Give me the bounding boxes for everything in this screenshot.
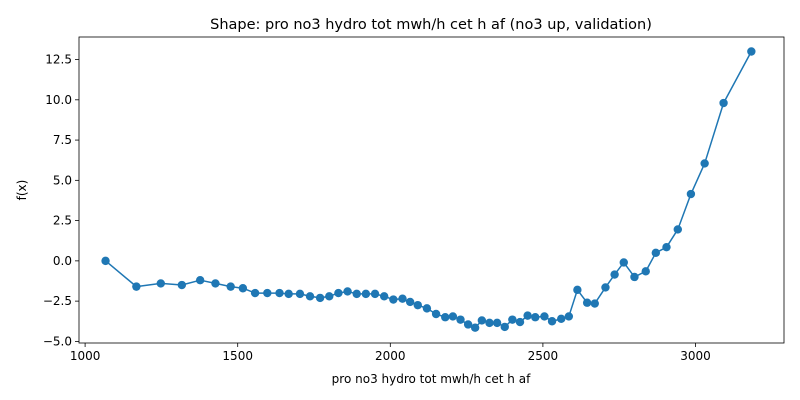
data-point [263,288,272,298]
y-tick-label: 2.5 [53,214,72,228]
y-axis-label: f(x) [15,180,29,201]
data-point [540,312,549,321]
data-point [485,318,494,328]
data-point [361,289,371,299]
data-point [470,323,480,332]
data-point [370,289,380,299]
x-tick-label: 1500 [222,349,253,363]
x-tick-label: 2500 [528,349,559,363]
data-point [651,248,661,258]
data-point [422,304,432,313]
data-point [101,256,110,266]
data-point [379,292,389,301]
data-point [250,288,260,298]
data-point [686,189,696,199]
y-tick-label: 10.0 [45,93,72,107]
data-point [238,284,248,293]
data-point [601,283,610,292]
data-point [389,295,398,304]
x-tick-label: 2000 [375,349,406,363]
data-point [582,298,592,307]
data-point [456,315,465,324]
x-tick-label: 1000 [70,349,101,363]
data-point [747,47,756,56]
data-point [515,317,525,327]
data-point [211,279,220,288]
data-point [531,313,540,322]
y-tick-label: 12.5 [45,53,72,67]
data-point [352,289,361,299]
data-point [156,279,165,288]
data-point [226,282,235,291]
data-point [463,320,473,329]
data-point [610,270,619,279]
data-point [295,289,305,299]
data-point [492,318,502,328]
data-point [334,288,343,298]
data-point [431,309,441,319]
data-point [641,267,650,276]
data-point [305,292,315,301]
data-point [508,315,517,324]
data-point [619,258,628,267]
data-point [275,288,284,298]
data-point [523,311,532,320]
data-point [343,287,352,296]
data-point [405,297,415,307]
y-tick-label: 7.5 [53,133,72,147]
data-point [195,275,205,285]
data-point [557,314,566,324]
data-point [284,289,293,299]
axes-frame [78,36,785,344]
y-tick-label: 5.0 [53,173,72,187]
y-tick-label: 0.0 [53,254,72,268]
data-point [441,313,450,322]
series-line [105,51,753,329]
data-point [477,316,487,325]
y-tick-label: −2.5 [43,294,72,308]
data-point [177,280,187,290]
data-point [673,225,682,234]
data-point [500,322,509,332]
data-point [700,159,709,168]
data-point [398,294,407,303]
x-tick-label: 3000 [680,349,711,363]
x-axis-label: pro no3 hydro tot mwh/h cet h af [332,372,531,386]
data-point [315,293,325,303]
plot-area: 1000 1500 2000 2500 3000 −5.0 −2.5 0.0 2.5 5.0 7.5… [43,36,785,363]
data-point [630,272,639,282]
data-point [564,312,574,321]
data-point [413,300,422,310]
data-point [132,282,141,291]
chart-title: Shape: pro no3 hydro tot mwh/h cet h af … [210,17,652,33]
data-point [719,98,728,108]
data-point [590,299,599,308]
data-point [662,242,671,252]
y-tick-label: −5.0 [43,334,72,348]
data-point [448,312,458,321]
data-point [547,317,557,326]
data-point [573,285,582,295]
data-point [325,292,334,301]
